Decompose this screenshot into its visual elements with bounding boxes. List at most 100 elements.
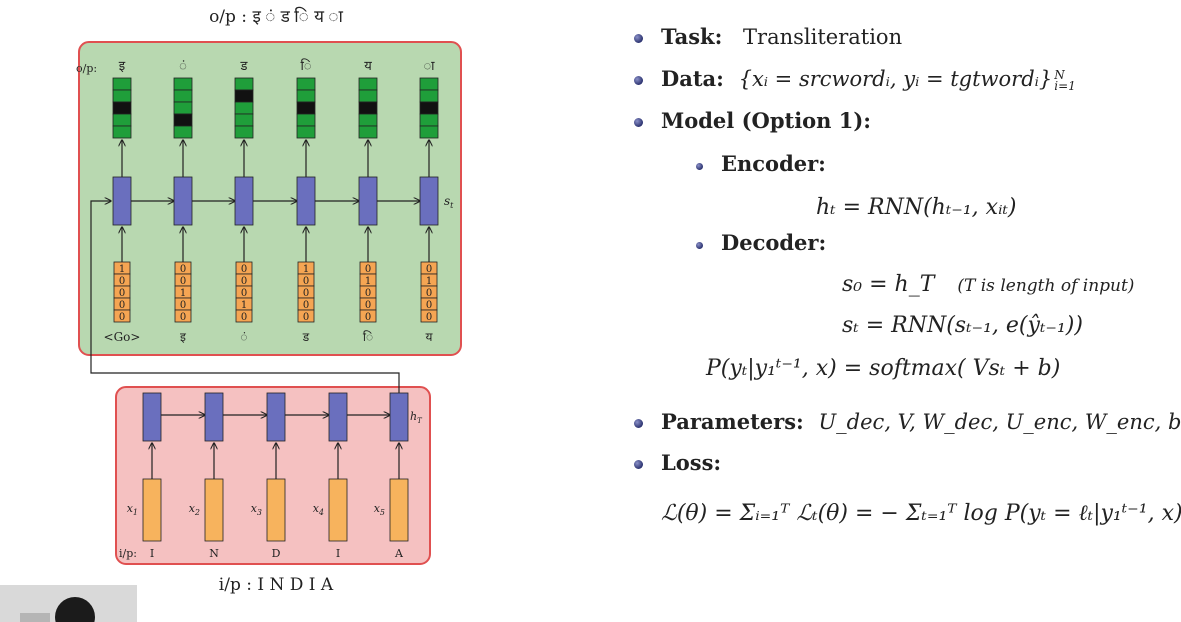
onehot-digit: 0	[303, 312, 309, 323]
encoder-input-char: D	[272, 547, 281, 560]
onehot-digit: 0	[303, 300, 309, 311]
softmax-cell	[234, 89, 254, 103]
onehot-digit: 0	[180, 264, 186, 275]
bullet-icon	[634, 118, 643, 127]
onehot-cell	[359, 309, 377, 323]
encoder-label: Encoder:	[721, 151, 826, 176]
decoder-input-label: ड	[302, 330, 310, 344]
onehot-digit: 0	[241, 264, 247, 275]
decoder-input-label: <Go>	[104, 330, 141, 344]
softmax-cell	[112, 89, 132, 103]
s0-formula: s₀ = h_T	[842, 272, 935, 297]
decoder-rnn-cell	[173, 176, 193, 226]
encoder-frame	[115, 386, 431, 565]
softmax-cell	[173, 101, 193, 115]
softmax-cell	[296, 89, 316, 103]
softmax-cell	[173, 113, 193, 127]
decoder-output-char: ं	[179, 59, 187, 74]
onehot-digit: 1	[119, 264, 125, 275]
decoder-rnn-cell	[358, 176, 378, 226]
onehot-cell	[420, 309, 438, 323]
encoder-rnn-cell	[266, 392, 286, 442]
decoder-output-char: ा	[423, 59, 435, 74]
webcam-thumbnail	[0, 585, 137, 622]
softmax-cell	[419, 125, 439, 139]
bullet-icon	[634, 419, 643, 428]
decoder-rnn-cell	[112, 176, 132, 226]
encoder-x-label: x5	[374, 502, 385, 517]
softmax-cell	[419, 77, 439, 91]
onehot-digit: 0	[119, 288, 125, 299]
encoder-input-cell	[204, 478, 224, 542]
seq2seq-diagram: o/p : इ ं ड ि य ा इ10000<Go>ं00100इड0001…	[76, 6, 462, 595]
onehot-cell	[113, 309, 131, 323]
bullet-icon	[634, 460, 643, 469]
softmax-cell	[234, 101, 254, 115]
output-title: o/p : इ ं ड ि य ा	[209, 6, 343, 27]
onehot-digit: 0	[180, 276, 186, 287]
data-sup: N	[1054, 67, 1065, 82]
decoder-label: Decoder:	[721, 230, 827, 255]
onehot-digit: 0	[241, 276, 247, 287]
onehot-digit: 1	[241, 300, 247, 311]
onehot-digit: 1	[180, 288, 186, 299]
encoder-input-cell	[142, 478, 162, 542]
encoder-x-label: x1	[127, 502, 138, 517]
decoder-output-char: य	[364, 59, 372, 74]
encoder-x-label: x3	[251, 502, 262, 517]
decoder-input-label: ि	[363, 330, 373, 344]
params-value: U_dec, V, W_dec, U_enc, W_enc, b	[818, 410, 1181, 434]
onehot-digit: 0	[426, 312, 432, 323]
encoder-input-cell	[389, 478, 409, 542]
context-connection	[90, 201, 400, 393]
softmax-cell	[419, 101, 439, 115]
s0-note: (T is length of input)	[957, 276, 1135, 296]
softmax-cell	[419, 89, 439, 103]
softmax-cell	[112, 125, 132, 139]
softmax-cell	[173, 89, 193, 103]
onehot-digit: 0	[426, 300, 432, 311]
softmax-cell	[234, 113, 254, 127]
onehot-cell	[235, 309, 253, 323]
softmax-cell	[419, 113, 439, 127]
encoder-rnn-cell	[389, 392, 409, 442]
task-value: Transliteration	[743, 25, 903, 49]
encoder-hidden-label: hT	[410, 410, 423, 425]
onehot-digit: 0	[365, 312, 371, 323]
decoder-state-label: st	[444, 194, 454, 210]
decoder-output-char: इ	[119, 59, 126, 74]
data-sub: i=1	[1054, 78, 1076, 93]
loss-label: Loss:	[661, 450, 722, 475]
softmax-cell	[112, 113, 132, 127]
onehot-digit: 0	[180, 300, 186, 311]
onehot-digit: 1	[365, 276, 371, 287]
bullet-icon	[696, 163, 703, 170]
onehot-digit: 0	[119, 276, 125, 287]
p-formula: P(yₜ|y₁ᵗ⁻¹, x) = softmax( Vsₜ + b)	[706, 356, 1061, 381]
softmax-cell	[358, 125, 378, 139]
loss-formula: ℒ(θ) = Σᵢ₌₁ᵀ ℒₜ(θ) = − Σₜ₌₁ᵀ log P(yₜ = …	[661, 501, 1181, 526]
decoder-frame	[78, 41, 462, 356]
data-label: Data:	[661, 66, 724, 91]
onehot-digit: 1	[303, 264, 309, 275]
model-label: Model (Option 1):	[661, 108, 872, 133]
decoder-rnn-cell	[234, 176, 254, 226]
onehot-digit: 0	[303, 276, 309, 287]
encoder-rnn-cell	[142, 392, 162, 442]
softmax-cell	[173, 77, 193, 91]
encoder-input-char: A	[394, 547, 404, 560]
onehot-digit: 0	[365, 288, 371, 299]
encoder-input-char: I	[336, 547, 340, 560]
onehot-digit: 0	[180, 312, 186, 323]
onehot-digit: 0	[119, 312, 125, 323]
onehot-digit: 0	[119, 300, 125, 311]
onehot-digit: 0	[365, 264, 371, 275]
encoder-x-label: x2	[189, 502, 200, 517]
encoder-x-label: x4	[313, 502, 324, 517]
decoder-rnn-cell	[419, 176, 439, 226]
softmax-cell	[173, 125, 193, 139]
softmax-cell	[234, 77, 254, 91]
task-line: Task: Transliteration	[661, 24, 902, 49]
encoder-rnn-cell	[204, 392, 224, 442]
